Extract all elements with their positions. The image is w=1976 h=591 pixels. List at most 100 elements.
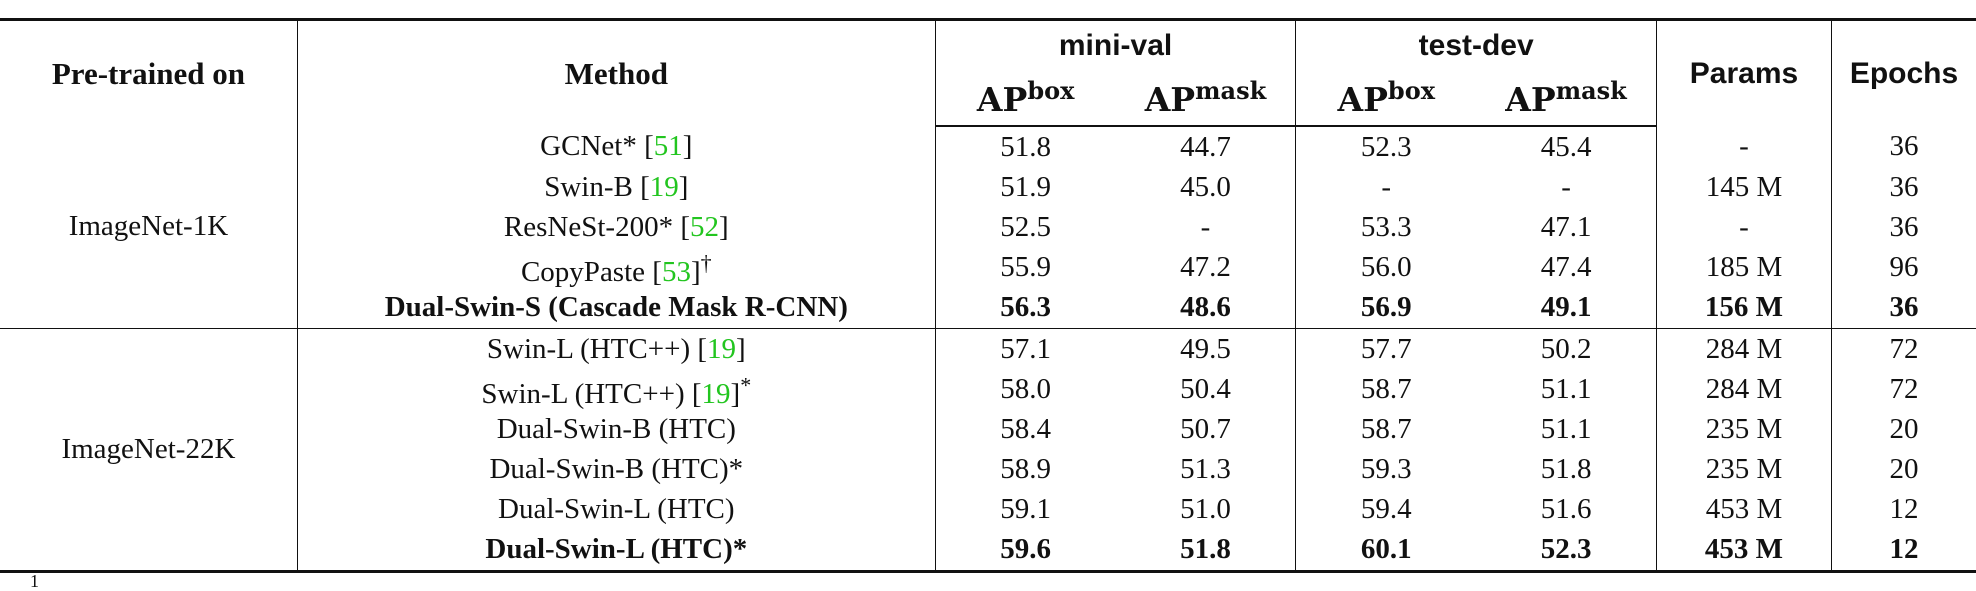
method-cell: GCNet* [51] xyxy=(297,126,935,167)
testdev-ap-box-cell: 53.3 xyxy=(1296,207,1476,247)
minival-ap-mask-cell: 51.0 xyxy=(1116,490,1296,530)
footnote-mark: 1 xyxy=(30,572,39,590)
params-cell: 185 M xyxy=(1656,248,1831,288)
method-footnote-mark: * xyxy=(740,372,751,397)
header-epochs: Epochs xyxy=(1832,20,1976,127)
epochs-cell: 20 xyxy=(1832,450,1976,490)
testdev-ap-mask-cell: 51.8 xyxy=(1476,450,1656,490)
params-cell: 284 M xyxy=(1656,369,1831,409)
header-testdev-ap-box: APbox xyxy=(1296,70,1476,126)
testdev-ap-mask-cell: 51.1 xyxy=(1476,369,1656,409)
method-cell: Swin-L (HTC++) [19] xyxy=(297,328,935,369)
header-testdev: test-dev xyxy=(1296,20,1657,71)
minival-ap-box-cell: 52.5 xyxy=(935,207,1115,247)
params-cell: - xyxy=(1656,207,1831,247)
method-cell: ResNeSt-200* [52] xyxy=(297,207,935,247)
minival-ap-mask-cell: 51.8 xyxy=(1116,530,1296,572)
minival-ap-mask-cell: 48.6 xyxy=(1116,288,1296,329)
method-footnote-mark: † xyxy=(701,250,712,275)
citation-link[interactable]: 19 xyxy=(650,171,679,203)
epochs-cell: 96 xyxy=(1832,248,1976,288)
minival-ap-mask-cell: - xyxy=(1116,207,1296,247)
params-cell: 284 M xyxy=(1656,328,1831,369)
testdev-ap-box-cell: 58.7 xyxy=(1296,369,1476,409)
minival-ap-mask-cell: 50.4 xyxy=(1116,369,1296,409)
testdev-ap-mask-cell: 47.4 xyxy=(1476,248,1656,288)
header-params: Params xyxy=(1656,20,1831,127)
method-name: ResNeSt-200* xyxy=(504,211,673,243)
method-name: Dual-Swin-B (HTC)* xyxy=(489,453,743,485)
params-cell: 156 M xyxy=(1656,288,1831,329)
testdev-ap-mask-cell: 50.2 xyxy=(1476,328,1656,369)
minival-ap-box-cell: 59.1 xyxy=(935,490,1115,530)
method-name: CopyPaste xyxy=(521,256,645,288)
minival-ap-box-cell: 59.6 xyxy=(935,530,1115,572)
minival-ap-mask-cell: 45.0 xyxy=(1116,167,1296,207)
testdev-ap-box-cell: 56.0 xyxy=(1296,248,1476,288)
citation-link[interactable]: 51 xyxy=(654,130,683,162)
table-header: Pre-trained on Method mini-val test-dev … xyxy=(0,20,1976,127)
method-name: Dual-Swin-B (HTC) xyxy=(497,413,736,445)
group-label: ImageNet-1K xyxy=(0,126,297,328)
testdev-ap-mask-cell: 45.4 xyxy=(1476,126,1656,167)
testdev-ap-box-cell: 56.9 xyxy=(1296,288,1476,329)
citation-link[interactable]: 19 xyxy=(702,378,731,410)
epochs-cell: 12 xyxy=(1832,490,1976,530)
params-cell: 235 M xyxy=(1656,409,1831,449)
minival-ap-box-cell: 57.1 xyxy=(935,328,1115,369)
method-name: Dual-Swin-S (Cascade Mask R-CNN) xyxy=(385,291,848,323)
minival-ap-box-cell: 51.9 xyxy=(935,167,1115,207)
method-cell: Dual-Swin-L (HTC)* xyxy=(297,530,935,572)
epochs-cell: 36 xyxy=(1832,207,1976,247)
header-method: Method xyxy=(297,20,935,127)
testdev-ap-box-cell: 52.3 xyxy=(1296,126,1476,167)
method-cell: Dual-Swin-B (HTC) xyxy=(297,409,935,449)
epochs-cell: 36 xyxy=(1832,126,1976,167)
citation-link[interactable]: 52 xyxy=(690,211,719,243)
method-name: Dual-Swin-L (HTC) xyxy=(498,493,735,525)
testdev-ap-box-cell: 60.1 xyxy=(1296,530,1476,572)
testdev-ap-mask-cell: - xyxy=(1476,167,1656,207)
citation-link[interactable]: 53 xyxy=(662,256,691,288)
minival-ap-box-cell: 58.9 xyxy=(935,450,1115,490)
method-cell: CopyPaste [53]† xyxy=(297,248,935,288)
minival-ap-box-cell: 58.0 xyxy=(935,369,1115,409)
results-table: Pre-trained on Method mini-val test-dev … xyxy=(0,18,1976,573)
params-cell: - xyxy=(1656,126,1831,167)
epochs-cell: 36 xyxy=(1832,288,1976,329)
minival-ap-mask-cell: 51.3 xyxy=(1116,450,1296,490)
method-name: GCNet* xyxy=(540,130,637,162)
params-cell: 453 M xyxy=(1656,530,1831,572)
header-minival: mini-val xyxy=(935,20,1296,71)
minival-ap-mask-cell: 47.2 xyxy=(1116,248,1296,288)
method-name: Swin-B xyxy=(544,171,633,203)
epochs-cell: 20 xyxy=(1832,409,1976,449)
method-cell: Swin-L (HTC++) [19]* xyxy=(297,369,935,409)
testdev-ap-mask-cell: 52.3 xyxy=(1476,530,1656,572)
epochs-cell: 12 xyxy=(1832,530,1976,572)
group-label: ImageNet-22K xyxy=(0,328,297,571)
params-cell: 235 M xyxy=(1656,450,1831,490)
method-cell: Swin-B [19] xyxy=(297,167,935,207)
method-cell: Dual-Swin-B (HTC)* xyxy=(297,450,935,490)
citation-link[interactable]: 19 xyxy=(707,333,736,365)
params-cell: 453 M xyxy=(1656,490,1831,530)
minival-ap-box-cell: 56.3 xyxy=(935,288,1115,329)
testdev-ap-mask-cell: 51.6 xyxy=(1476,490,1656,530)
testdev-ap-box-cell: 57.7 xyxy=(1296,328,1476,369)
header-minival-ap-mask: APmask xyxy=(1116,70,1296,126)
method-name: Dual-Swin-L (HTC)* xyxy=(485,533,747,565)
minival-ap-mask-cell: 49.5 xyxy=(1116,328,1296,369)
testdev-ap-box-cell: 58.7 xyxy=(1296,409,1476,449)
minival-ap-mask-cell: 50.7 xyxy=(1116,409,1296,449)
minival-ap-box-cell: 51.8 xyxy=(935,126,1115,167)
